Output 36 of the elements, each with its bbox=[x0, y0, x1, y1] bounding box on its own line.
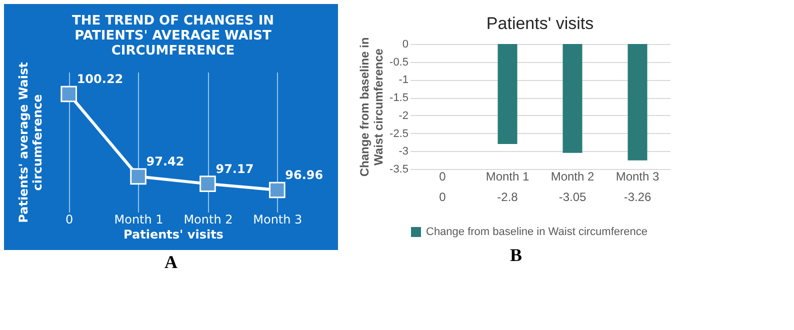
y-tick-label: -3.5 bbox=[390, 164, 408, 176]
point bbox=[200, 176, 216, 192]
data-label: 100.22 bbox=[76, 72, 124, 86]
y-tick-label: 0 bbox=[402, 38, 408, 50]
point bbox=[130, 168, 146, 185]
x-tick-label: Month 2 bbox=[550, 170, 595, 184]
data-label: 0 bbox=[439, 190, 446, 204]
x-tick-label: Month 3 bbox=[616, 170, 660, 184]
y-tick-label: -1 bbox=[398, 74, 408, 86]
text: B bbox=[508, 245, 523, 266]
y-axis-title: Change from baseline in Waist circumference bbox=[358, 37, 386, 177]
data-label: -3.26 bbox=[624, 190, 652, 204]
text: A bbox=[164, 252, 178, 273]
y-tick-label: -2 bbox=[398, 110, 408, 122]
x-axis-title: Patients' visits bbox=[124, 228, 224, 242]
y-axis-title: Patients' average Waist circumference bbox=[16, 62, 44, 223]
x-tick-label: Month 3 bbox=[253, 212, 302, 226]
y-tick-label: -1.5 bbox=[390, 92, 408, 104]
x-tick-label: Month 1 bbox=[486, 170, 530, 184]
data-label: -2.8 bbox=[497, 190, 518, 204]
y-tick-label: -0.5 bbox=[390, 56, 408, 68]
data-label: 97.42 bbox=[146, 154, 184, 168]
point bbox=[269, 182, 286, 198]
chart-title: Patients' visits bbox=[486, 14, 594, 33]
data-label: -3.05 bbox=[558, 190, 586, 204]
x-tick-label: 0 bbox=[66, 212, 74, 226]
point bbox=[60, 86, 77, 102]
data-label: 96.96 bbox=[285, 168, 324, 182]
legend-label: Change from baseline in Waist circumference bbox=[426, 226, 648, 238]
y-tick-label: -2.5 bbox=[390, 128, 408, 140]
y-tick-label: -3 bbox=[398, 146, 408, 158]
x-tick-label: Month 2 bbox=[184, 212, 233, 226]
x-tick-label: 0 bbox=[439, 170, 446, 184]
data-label: 97.17 bbox=[216, 162, 254, 176]
x-tick-label: Month 1 bbox=[114, 212, 164, 226]
chart-title: THE TREND OF CHANGES IN PATIENTS' AVERAGE WAIST CIRCUMFERENCE bbox=[72, 14, 274, 59]
